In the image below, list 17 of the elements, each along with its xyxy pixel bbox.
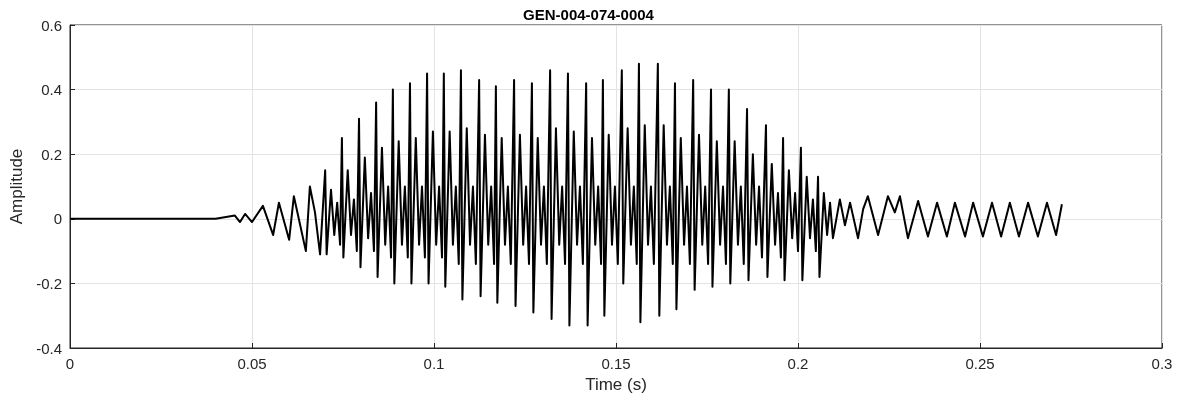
y-tick-label: 0.4 [41,81,62,99]
x-tick-label: 0.2 [787,355,809,372]
y-axis-title: Amplitude [7,148,27,225]
y-tick-label: 0.2 [41,145,62,163]
y-tick-label: -0.2 [36,274,62,292]
y-tick-label: -0.4 [36,339,62,357]
x-tick-label: 0.1 [423,355,445,372]
y-tick-label: 0.6 [41,16,62,34]
x-tick-label: 0 [65,355,75,372]
x-tick-label: 0.3 [1151,355,1173,372]
x-axis-title: Time (s) [585,375,647,394]
chart-title: GEN-004-074-0004 [523,6,655,23]
x-tick-label: 0.15 [601,355,631,372]
line-series [69,62,1063,327]
x-tick-label: 0.25 [965,355,995,372]
x-tick-label: 0.05 [237,355,267,372]
y-tick-label: 0 [53,210,62,228]
